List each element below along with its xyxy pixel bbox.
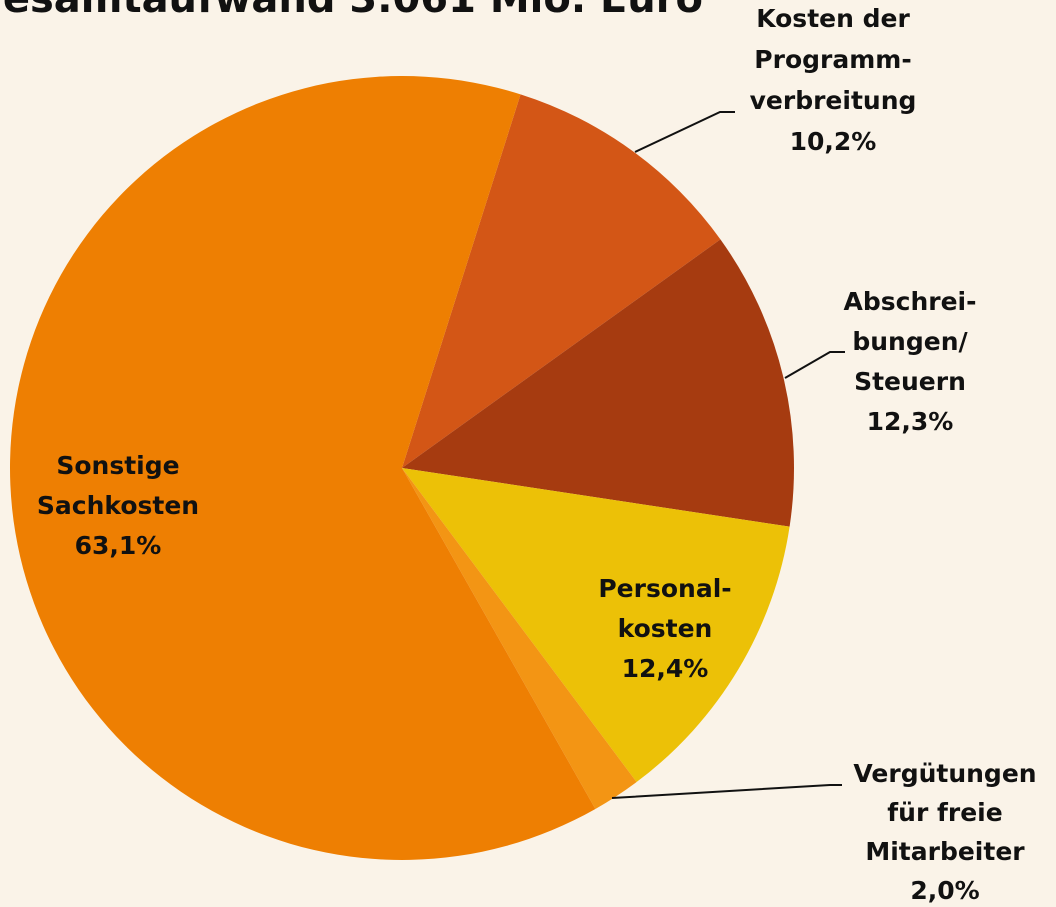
slice-label: Abschrei- xyxy=(844,287,977,316)
slice-label: verbreitung xyxy=(750,86,917,115)
slice-label: Sachkosten xyxy=(37,491,199,520)
slice-label: bungen/ xyxy=(852,327,968,356)
pie-slice xyxy=(402,468,637,809)
slice-label: Personal- xyxy=(598,574,731,603)
slice-label: kosten xyxy=(618,614,713,643)
slice-label: Programm- xyxy=(754,45,911,74)
pie-slice xyxy=(9,76,596,861)
value-label: 12,4% xyxy=(622,654,709,683)
value-label: 10,2% xyxy=(790,127,877,156)
pie-slice xyxy=(402,468,790,783)
slice-label: Mitarbeiter xyxy=(865,837,1025,866)
chart-title: Gesamtaufwand 3.061 Mio. Euro xyxy=(0,0,703,22)
value-label: 12,3% xyxy=(867,407,954,436)
leader-line xyxy=(634,111,735,153)
slice-label: Steuern xyxy=(854,367,966,396)
slice-label: Vergütungen xyxy=(853,759,1036,788)
value-label: 2,0% xyxy=(910,876,979,905)
slice-label: Kosten der xyxy=(756,4,910,33)
pie-slice xyxy=(402,94,721,469)
value-label: 63,1% xyxy=(75,531,162,560)
slice-label: für freie xyxy=(887,798,1002,827)
leader-line xyxy=(611,784,842,799)
slice-label: Sonstige xyxy=(56,451,179,480)
leader-line xyxy=(784,351,845,379)
pie-slice xyxy=(402,239,795,527)
